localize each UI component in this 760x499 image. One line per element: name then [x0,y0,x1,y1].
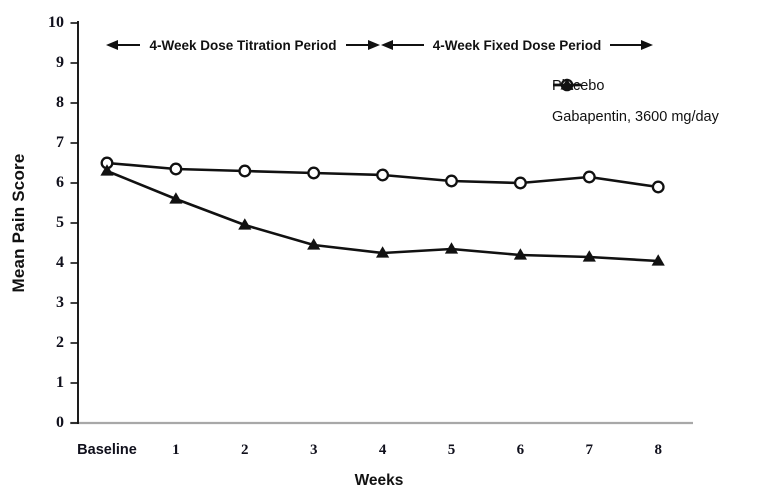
x-tick-label: 2 [241,442,249,458]
open-circle-marker [582,170,596,184]
open-circle-marker [307,166,321,180]
open-circle-marker [376,168,390,182]
legend-entry-gabapentin: Gabapentin, 3600 mg/day [552,78,719,125]
arrow-line [393,44,424,46]
filled-triangle-marker [307,238,321,250]
x-tick-label: 8 [654,442,662,458]
arrow-line [118,44,141,46]
y-tick-label: 8 [56,94,64,111]
y-tick-label: 6 [56,174,64,191]
annotation-fixed-dose-period: 4-Week Fixed Dose Period [381,36,653,54]
y-tick-label: 2 [56,334,64,351]
legend: Placebo Gabapentin, 3600 mg/day [552,77,719,125]
x-tick-label: 4 [378,442,387,458]
filled-triangle-marker [582,250,596,262]
y-tick-label: 10 [48,14,64,31]
filled-triangle-marker [100,164,114,176]
arrow-line [610,44,641,46]
open-circle-marker [169,162,183,176]
x-tick-label: 7 [585,442,594,458]
filled-triangle-marker [651,254,665,266]
y-tick-label: 9 [56,54,64,71]
annotation-dose-titration-period: 4-Week Dose Titration Period [106,36,380,54]
annotation-label: 4-Week Dose Titration Period [149,37,337,53]
x-axis-title: Weeks [354,472,404,489]
filled-triangle-marker-icon [553,78,581,90]
arrow-right-icon [368,40,380,50]
y-tick-label: 1 [56,374,64,391]
y-tick-label: 7 [56,134,64,151]
open-circle-marker [651,180,665,194]
annotation-label: 4-Week Fixed Dose Period [432,37,602,53]
x-tick-label: 6 [516,442,525,458]
x-tick-label: 5 [447,442,456,458]
filled-triangle-marker [169,192,183,204]
filled-triangle-marker [444,242,459,254]
arrow-right-icon [641,40,653,50]
filled-triangle-marker [513,248,527,260]
x-tick-label: 3 [309,442,318,458]
x-tick-label: 1 [172,442,180,458]
arrow-left-icon [106,40,118,50]
arrow-left-icon [381,40,393,50]
legend-label: Gabapentin, 3600 mg/day [552,108,719,125]
arrow-line [345,44,368,46]
y-axis-title: Mean Pain Score [9,153,28,293]
y-tick-label: 4 [56,254,64,271]
filled-triangle-marker [376,246,390,258]
open-circle-marker [238,164,252,178]
y-tick-label: 3 [56,294,64,311]
open-circle-marker [513,176,527,190]
y-tick-label: 0 [56,414,64,431]
open-circle-marker [445,174,458,188]
y-tick-label: 5 [56,214,64,231]
x-tick-label: Baseline [77,442,137,458]
filled-triangle-marker [238,218,252,230]
